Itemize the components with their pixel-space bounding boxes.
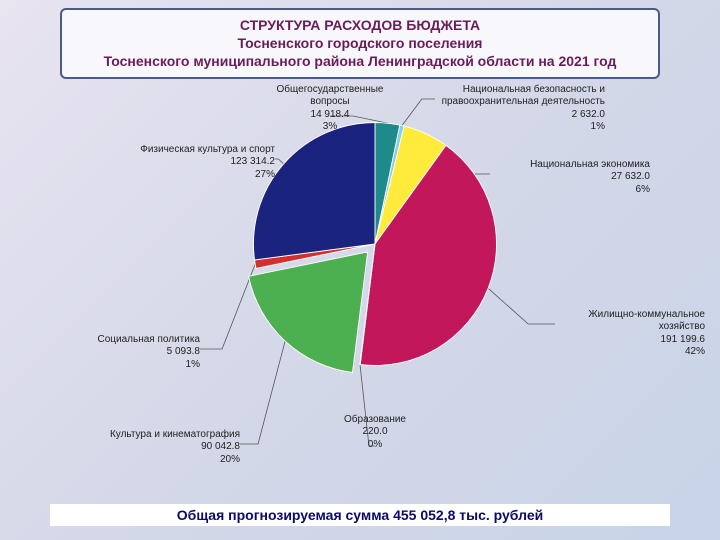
slice-label: Национальная безопасность и правоохранит…: [435, 84, 605, 134]
header-line1: СТРУКТУРА РАСХОДОВ БЮДЖЕТА: [240, 17, 480, 33]
slice-label: Жилищно-коммунальное хозяйство191 199.64…: [555, 309, 705, 359]
slice-label: Социальная политика5 093.81%: [60, 334, 200, 372]
header-panel: СТРУКТУРА РАСХОДОВ БЮДЖЕТА Тосненского г…: [60, 8, 660, 79]
slice-label: Образование220.00%: [320, 414, 430, 452]
header-title: СТРУКТУРА РАСХОДОВ БЮДЖЕТА Тосненского г…: [72, 16, 648, 71]
pie-slice: [249, 251, 368, 372]
pie-chart: [240, 109, 510, 379]
header-line3: Тосненского муниципального района Ленинг…: [104, 53, 617, 69]
slice-label: Национальная экономика27 632.06%: [490, 159, 650, 197]
footer-total: Общая прогнозируемая сумма 455 052,8 тыс…: [50, 504, 670, 526]
slice-label: Физическая культура и спорт123 314.227%: [105, 144, 275, 182]
slice-label: Культура и кинематография90 042.820%: [70, 429, 240, 467]
chart-area: Общегосударственные вопросы14 918.43% Нац…: [0, 79, 720, 499]
header-line2: Тосненского городского поселения: [238, 35, 483, 51]
slice-label: Общегосударственные вопросы14 918.43%: [260, 84, 400, 134]
footer-text: Общая прогнозируемая сумма 455 052,8 тыс…: [177, 507, 543, 523]
